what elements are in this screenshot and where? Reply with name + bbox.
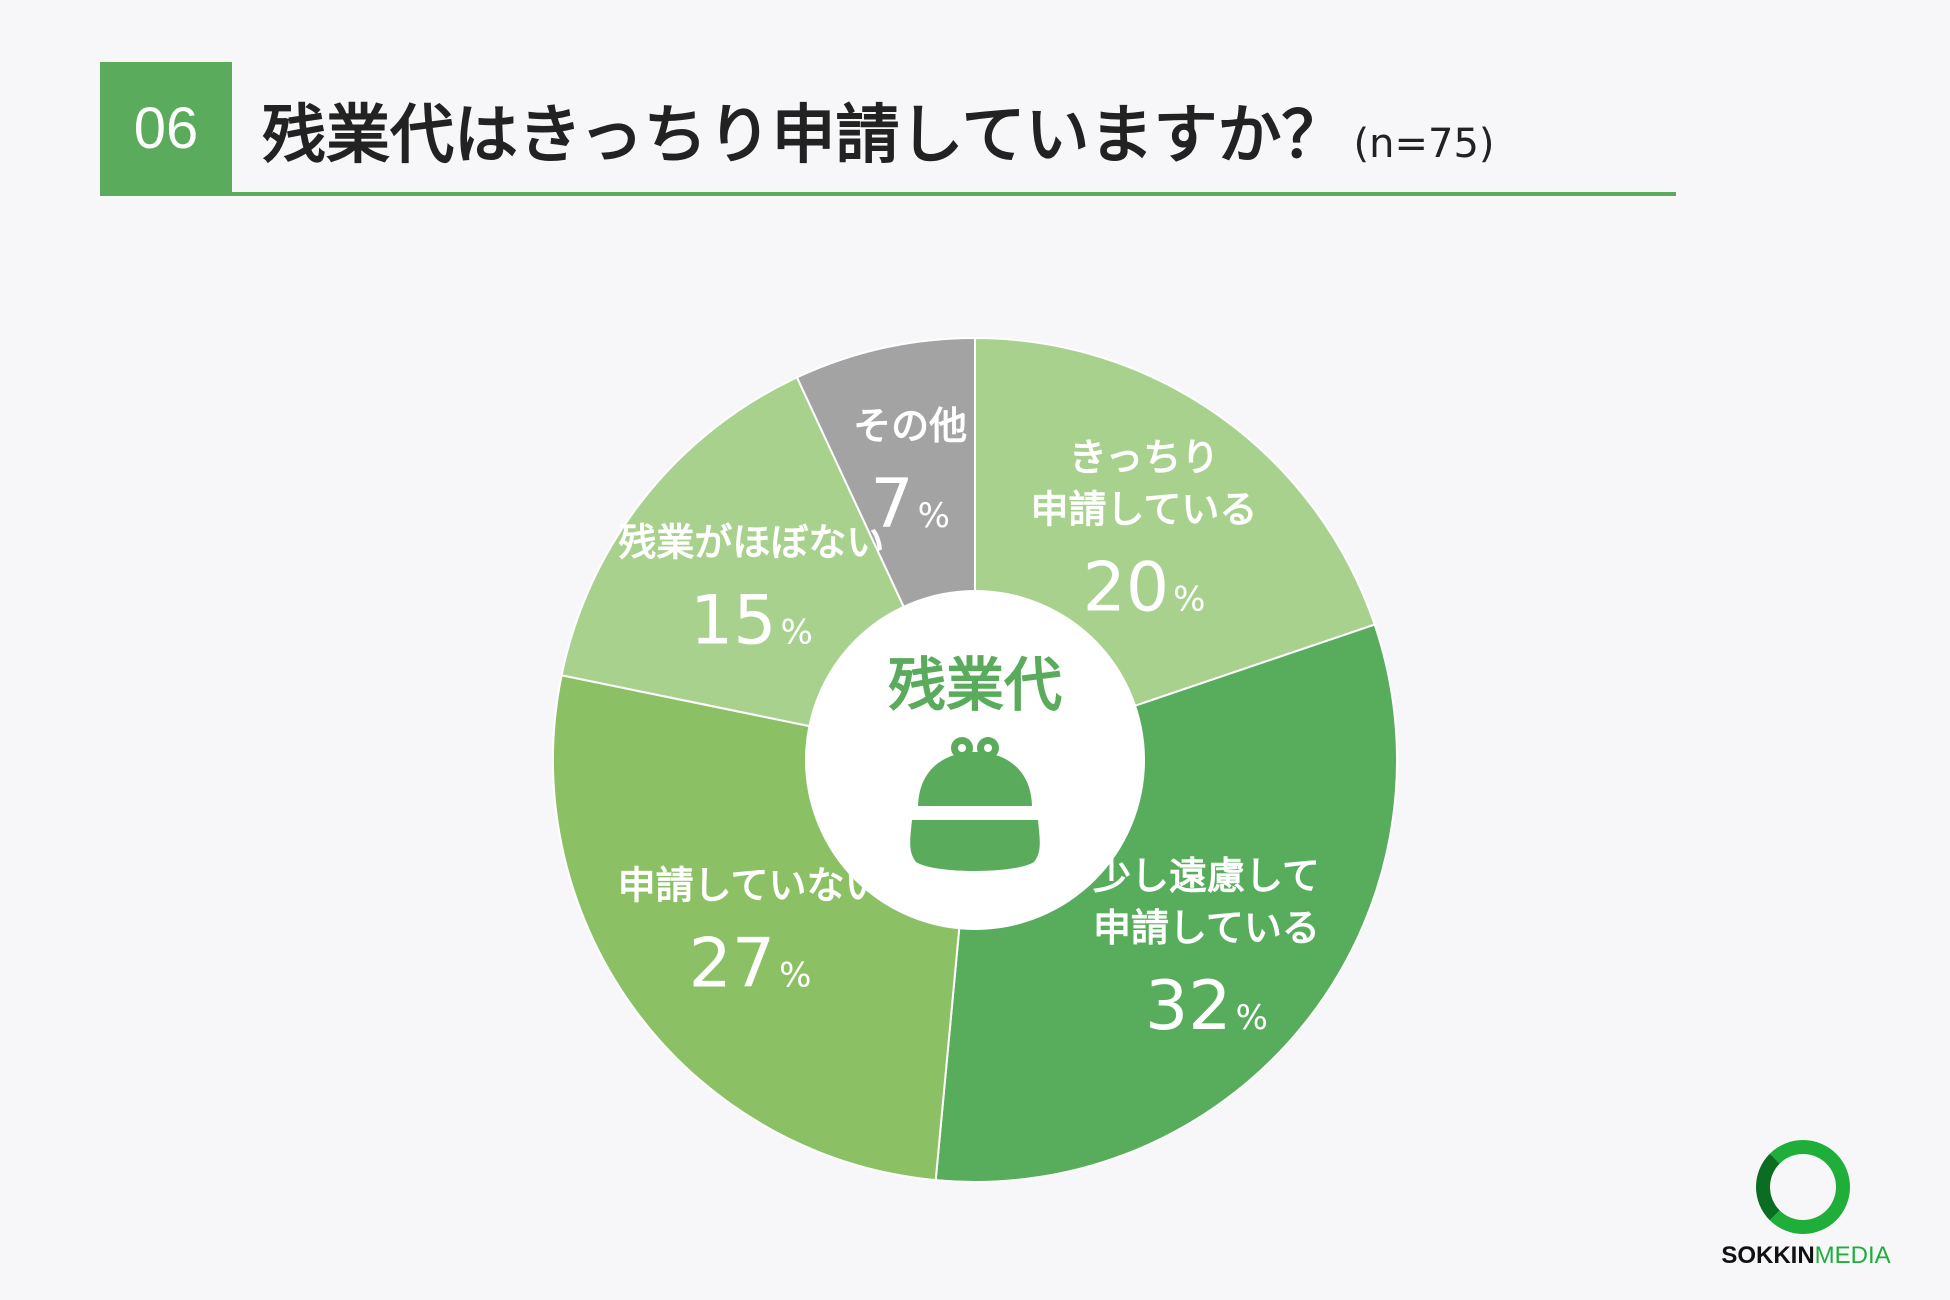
slice-value: 15%: [690, 581, 813, 660]
center-title: 残業代: [888, 651, 1062, 719]
slice-label: その他: [853, 404, 967, 448]
slice-value: 27%: [689, 925, 812, 1004]
slice-value: 7%: [870, 465, 950, 544]
slice-value: 20%: [1083, 548, 1206, 627]
slice-label: 残業がほぼない: [618, 520, 884, 564]
logo-text-accent: MEDIA: [1814, 1242, 1891, 1269]
purse-icon: [910, 737, 1040, 871]
slice-label: 少し遠慮して: [1093, 854, 1320, 898]
logo: SOKKINMEDIA: [1706, 1140, 1906, 1270]
slice-label: きっちり: [1069, 435, 1219, 479]
slice-label: 申請していない: [618, 864, 883, 908]
chart-title: 残業代はきっちり申請していますか？ (n=75): [262, 84, 1495, 176]
header-rule: [100, 192, 1676, 196]
sample-size: (n=75): [1353, 121, 1495, 167]
chart-header: 06 残業代はきっちり申請していますか？ (n=75): [100, 62, 1676, 198]
question-number: 06: [100, 62, 232, 194]
question-text: 残業代はきっちり申請していますか？: [262, 99, 1346, 173]
logo-ring-icon: [1756, 1140, 1850, 1234]
logo-text: SOKKINMEDIA: [1706, 1242, 1906, 1270]
slice-label: 申請している: [1031, 487, 1258, 531]
logo-text-main: SOKKIN: [1721, 1242, 1815, 1269]
slice-label: 申請している: [1093, 906, 1320, 950]
slice-value: 32%: [1145, 967, 1268, 1046]
